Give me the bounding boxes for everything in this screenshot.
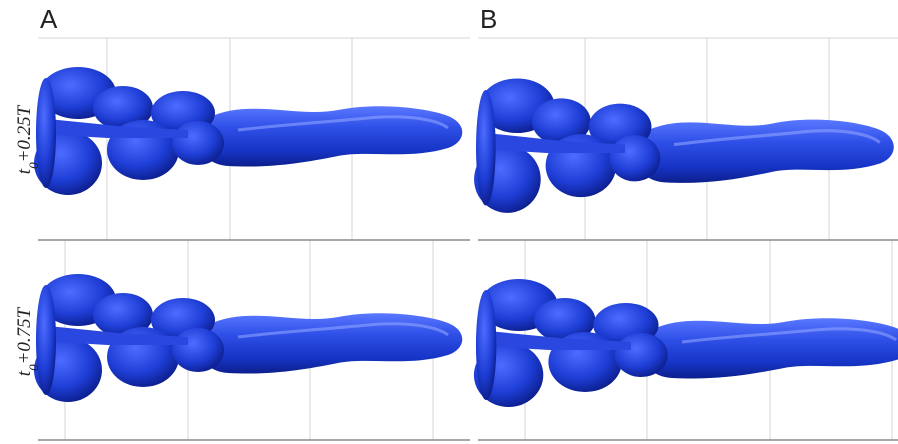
vortex-a2 [34, 274, 462, 402]
vortex-b1 [474, 78, 894, 212]
panel-label: B [480, 4, 497, 34]
vortex-b2 [474, 279, 898, 407]
row-label-offset: +0.25T [14, 104, 35, 162]
vortex-images [34, 67, 898, 407]
figure: A B t0+0.25T t0+0.75T [0, 0, 898, 444]
row-label-offset: +0.75T [14, 306, 35, 364]
vortex-a1 [34, 67, 462, 195]
panel-label: A [40, 4, 58, 34]
